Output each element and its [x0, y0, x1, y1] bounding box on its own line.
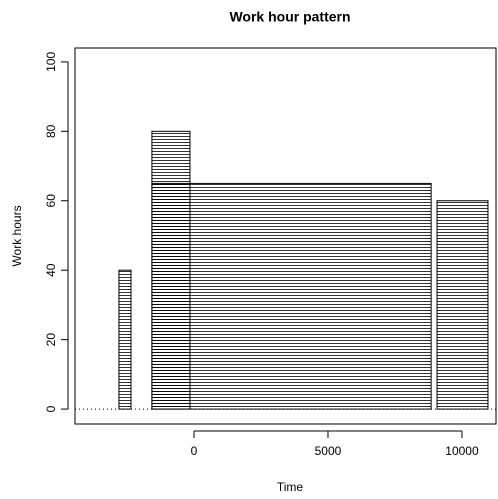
x-tick-label: 5000	[315, 444, 342, 458]
y-tick-label: 0	[44, 405, 58, 412]
x-tick-label: 10000	[445, 444, 479, 458]
bar	[151, 182, 432, 410]
y-axis-label: Work hours	[10, 205, 24, 266]
y-tick-label: 80	[44, 124, 58, 138]
y-tick-label: 100	[44, 52, 58, 72]
y-tick-label: 40	[44, 263, 58, 277]
x-tick-label: 0	[191, 444, 198, 458]
bar	[436, 200, 489, 410]
y-tick-label: 20	[44, 333, 58, 347]
y-tick-label: 60	[44, 194, 58, 208]
plot-box	[74, 47, 497, 425]
chart-title: Work hour pattern	[229, 9, 350, 25]
x-axis-label: Time	[277, 480, 304, 494]
bar	[118, 269, 132, 410]
